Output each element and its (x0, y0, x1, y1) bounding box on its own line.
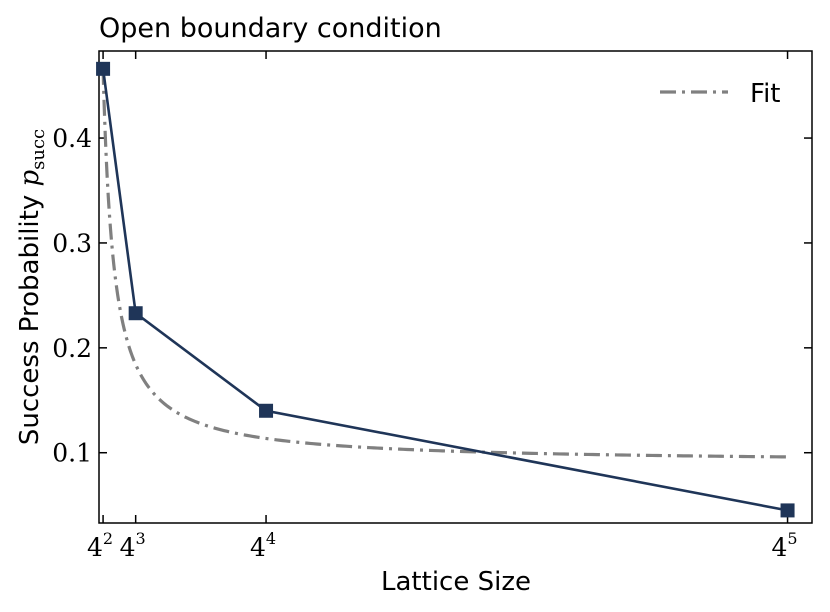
data-point-2 (259, 403, 274, 418)
series-fit-line (101, 68, 788, 459)
x-tick-label-1: 43 (120, 529, 146, 562)
y-axis-label: Success Probability psucc (15, 129, 49, 445)
y-tick-label-3: 0.4 (52, 124, 92, 153)
y-axis-label-text: Success Probability (15, 187, 45, 446)
legend: Fit (660, 79, 780, 109)
x-tick-label-2: 44 (250, 529, 276, 562)
chart-title: Open boundary condition (99, 13, 442, 44)
y-axis-label-subscript: succ (28, 129, 49, 170)
series-data-line (101, 68, 788, 512)
plot-frame (98, 50, 813, 524)
legend-label-fit: Fit (750, 79, 780, 109)
data-point-0 (96, 61, 111, 76)
y-axis-ticks: 0.1 0.2 0.3 0.4 (52, 124, 812, 468)
y-tick-label-1: 0.2 (52, 334, 92, 363)
x-tick-label-3: 45 (772, 529, 798, 562)
x-axis-ticks: 42 43 44 45 (87, 51, 798, 562)
data-point-3 (780, 503, 795, 518)
series-layer (96, 61, 795, 518)
y-tick-label-2: 0.3 (52, 229, 92, 258)
data-point-1 (128, 306, 143, 321)
y-tick-label-0: 0.1 (52, 439, 92, 468)
x-tick-label-0: 42 (87, 529, 113, 562)
y-axis-label-math: p (15, 170, 45, 187)
x-axis-label: Lattice Size (381, 567, 531, 597)
